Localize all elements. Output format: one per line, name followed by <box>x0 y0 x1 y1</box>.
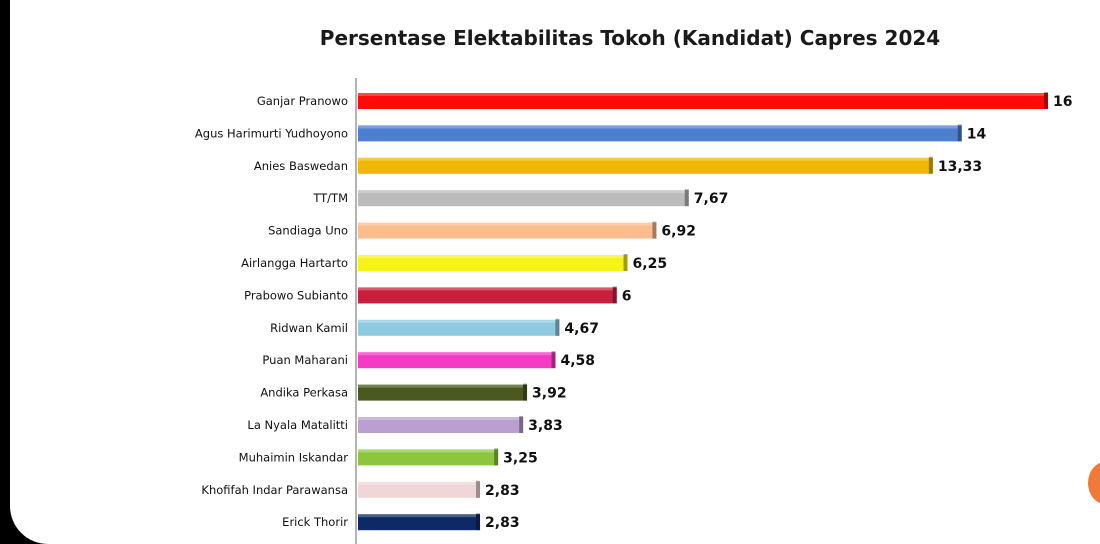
value-label: 3,25 <box>503 450 538 466</box>
category-label: Muhaimin Iskandar <box>239 450 349 464</box>
value-label: 7,67 <box>694 191 729 207</box>
bar <box>358 480 481 498</box>
category-label: Ganjar Pranowo <box>257 94 348 108</box>
category-label: Anies Baswedan <box>254 159 348 173</box>
category-label: Prabowo Subianto <box>244 288 348 302</box>
bar <box>358 92 1048 109</box>
value-label: 6 <box>622 288 632 304</box>
bar <box>358 254 628 271</box>
value-label: 4,58 <box>561 353 596 369</box>
bar-chart: Ganjar Pranowo 16 Agus Harimurti Yudhoyono… <box>195 78 1072 544</box>
value-label: 2,83 <box>485 483 520 499</box>
bar <box>358 221 657 239</box>
bar <box>358 318 560 336</box>
category-label: Erick Thorir <box>282 515 348 529</box>
value-label: 3,83 <box>528 418 563 434</box>
value-label: 2,83 <box>485 515 520 531</box>
value-label: 3,92 <box>532 386 567 402</box>
bar <box>358 416 524 433</box>
value-label: 4,67 <box>564 321 599 337</box>
bar <box>358 189 689 207</box>
chart-frame: Persentase Elektabilitas Tokoh (Kandidat… <box>10 0 1100 544</box>
category-label: Puan Maharani <box>262 353 348 367</box>
bar <box>358 383 528 401</box>
value-label: 6,25 <box>633 256 668 272</box>
value-label: 14 <box>967 126 987 142</box>
category-label: Airlangga Hartarto <box>241 256 348 270</box>
bar <box>358 448 499 466</box>
bar <box>358 156 933 174</box>
chart-title: Persentase Elektabilitas Tokoh (Kandidat… <box>319 26 941 50</box>
value-label: 6,92 <box>661 224 696 240</box>
category-label: Ridwan Kamil <box>270 321 348 335</box>
category-label: Andika Perkasa <box>260 386 348 400</box>
bar <box>358 124 962 142</box>
category-label: Agus Harimurti Yudhoyono <box>195 126 348 140</box>
category-label: La Nyala Matalitti <box>247 418 348 432</box>
category-label: TT/TM <box>312 191 348 205</box>
category-label: Khofifah Indar Parawansa <box>201 483 348 497</box>
floating-action-button[interactable] <box>1088 462 1100 504</box>
category-label: Sandiaga Uno <box>268 224 348 238</box>
value-label: 13,33 <box>938 159 982 175</box>
bar <box>358 513 481 531</box>
bar <box>358 351 556 369</box>
value-label: 16 <box>1053 94 1072 110</box>
bar <box>358 286 617 304</box>
